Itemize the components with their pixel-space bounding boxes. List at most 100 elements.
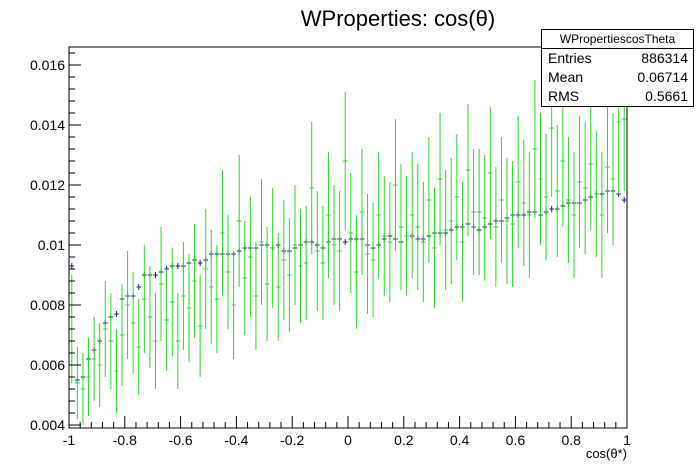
data-point <box>398 164 404 290</box>
data-point <box>281 200 287 320</box>
data-point <box>181 242 186 350</box>
data-point <box>393 119 398 251</box>
y-tick-label: 0.016 <box>30 57 65 73</box>
data-point <box>253 242 259 350</box>
data-point <box>599 152 605 278</box>
data-point <box>426 137 432 263</box>
data-point <box>421 182 426 302</box>
data-point <box>493 167 499 287</box>
data-point <box>248 197 253 317</box>
data-point <box>97 323 102 407</box>
data-point <box>594 131 599 257</box>
data-point <box>331 185 337 305</box>
x-tick-label: -0.6 <box>169 432 193 448</box>
data-point <box>220 170 225 296</box>
data-point <box>376 152 381 278</box>
y-tick-label: 0.01 <box>38 237 65 253</box>
x-tick-label: 0 <box>344 432 352 448</box>
x-tick-label: 0.2 <box>394 432 414 448</box>
chart-title: WProperties: cos(θ) <box>301 6 495 31</box>
data-point <box>264 227 270 341</box>
data-point <box>197 275 203 377</box>
data-point <box>549 206 554 212</box>
x-tick-label: -0.8 <box>113 432 137 448</box>
data-point <box>437 113 443 245</box>
data-point <box>114 311 119 317</box>
data-point <box>164 269 169 371</box>
data-point <box>365 194 370 314</box>
data-point <box>315 191 320 311</box>
data-point <box>130 272 136 374</box>
x-tick-label: -1 <box>63 432 76 448</box>
data-point <box>621 197 627 203</box>
data-point <box>292 185 298 305</box>
data-point <box>298 209 303 323</box>
data-point <box>605 101 610 233</box>
data-point <box>236 155 242 287</box>
data-point <box>136 299 142 395</box>
data-point <box>270 188 275 308</box>
data-point <box>275 233 281 341</box>
stats-mean-label: Mean <box>548 69 584 85</box>
data-point <box>415 164 421 290</box>
data-point <box>203 209 208 329</box>
data-point <box>197 260 203 266</box>
data-point <box>610 113 616 245</box>
x-axis-title: cos(θ*) <box>586 446 627 461</box>
stats-rms-label: RMS <box>548 88 580 104</box>
data-point <box>119 284 125 386</box>
data-point <box>186 254 192 362</box>
axis-layer: -1 -0.8 -0.6 -0.4 -0.2 0 0.2 0.4 0.6 0.8 1 0.004 0.0… <box>30 52 631 448</box>
data-point <box>504 158 510 284</box>
x-tick-label: -0.2 <box>280 432 304 448</box>
data-point <box>147 266 153 368</box>
data-point <box>577 116 582 248</box>
data-point <box>521 140 527 266</box>
data-point <box>404 176 409 296</box>
data-point <box>158 227 164 341</box>
data-point <box>387 182 393 302</box>
data-point <box>370 203 376 317</box>
data-point <box>482 155 487 281</box>
data-point <box>326 152 331 278</box>
data-point <box>582 122 588 254</box>
stats-entries-label: Entries <box>548 50 592 66</box>
data-point <box>443 170 448 290</box>
data-point <box>75 347 80 419</box>
data-point <box>488 107 493 239</box>
data-point <box>231 251 236 359</box>
data-point <box>499 137 504 263</box>
y-tick-label: 0.006 <box>30 357 65 373</box>
stats-entries-value: 886314 <box>641 50 688 66</box>
data-point <box>571 152 577 278</box>
data-point <box>460 182 465 302</box>
stats-row-rms: RMS 0.5661 <box>542 87 693 106</box>
data-point <box>515 116 521 248</box>
data-point <box>560 95 566 227</box>
data-point <box>259 179 264 305</box>
data-point <box>114 329 119 413</box>
x-tick-label: 0.4 <box>450 432 470 448</box>
data-point <box>465 104 471 236</box>
data-point <box>309 122 315 254</box>
data-point <box>102 281 108 377</box>
data-point <box>69 263 75 269</box>
data-point <box>169 248 175 356</box>
stats-rms-value: 0.5661 <box>645 88 688 104</box>
data-point <box>342 239 348 245</box>
data-point <box>527 152 532 278</box>
data-layer <box>69 47 627 425</box>
stats-row-entries: Entries 886314 <box>542 49 693 68</box>
data-point <box>337 191 342 311</box>
x-tick-label: -0.4 <box>224 432 248 448</box>
y-tick-label: 0.012 <box>30 177 65 193</box>
data-point <box>320 206 326 320</box>
data-point <box>209 230 214 344</box>
data-point <box>80 353 86 425</box>
data-point <box>354 215 359 329</box>
data-point <box>175 263 181 269</box>
data-point <box>192 224 197 338</box>
data-point <box>242 221 248 335</box>
data-point <box>348 173 354 293</box>
